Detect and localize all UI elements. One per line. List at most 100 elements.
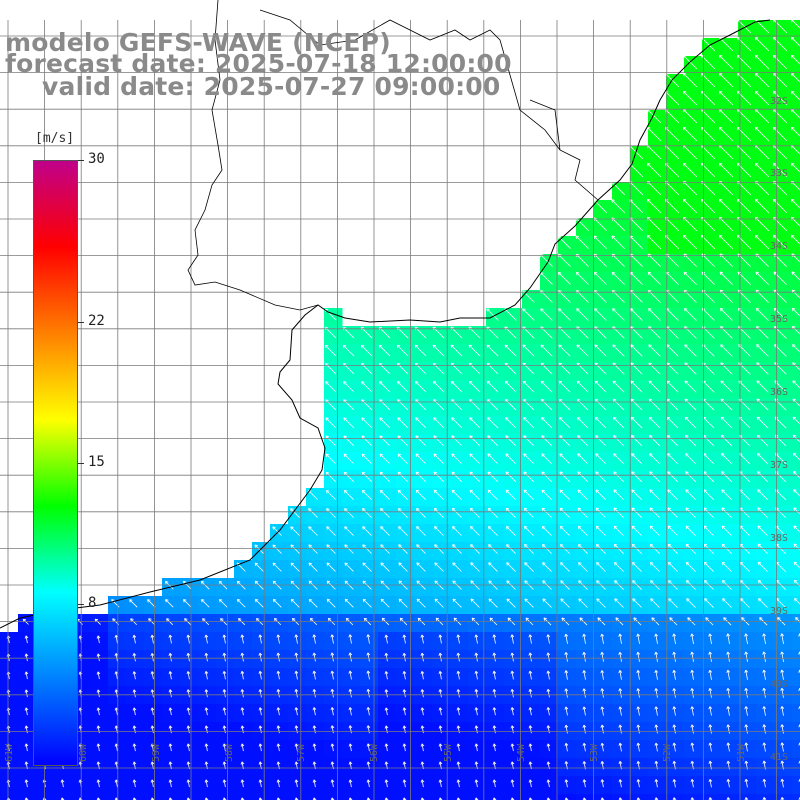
wind-arrow — [330, 634, 335, 644]
wind-arrow — [469, 489, 481, 501]
wind-arrow — [348, 725, 353, 734]
wind-arrow — [204, 725, 209, 734]
wind-arrow — [612, 380, 625, 393]
wind-arrow — [722, 598, 732, 608]
wind-arrow — [577, 525, 588, 536]
wind-arrow — [756, 380, 769, 393]
wind-arrow — [541, 471, 553, 483]
wind-arrow — [708, 742, 713, 752]
wind-cell — [792, 20, 800, 39]
wind-arrow — [415, 489, 426, 500]
wind-arrow — [672, 706, 677, 716]
wind-arrow — [379, 489, 390, 500]
wind-arrow — [564, 724, 569, 734]
wind-arrow — [558, 308, 571, 321]
wind-arrow — [575, 271, 589, 285]
wind-arrow — [451, 507, 462, 518]
wind-arrow — [558, 380, 571, 393]
wind-arrow — [240, 652, 245, 662]
wind-arrow — [492, 743, 497, 752]
wind-arrow — [559, 489, 571, 501]
wind-arrow — [222, 779, 227, 788]
wind-arrow — [510, 670, 515, 680]
wind-arrow — [361, 417, 373, 429]
wind-arrow — [470, 526, 480, 536]
wind-arrow — [24, 707, 29, 716]
wind-arrow — [632, 598, 642, 608]
wind-arrow — [168, 725, 173, 734]
longitude-label: 56W — [369, 743, 380, 762]
latitude-label: 41S — [770, 752, 788, 763]
wind-arrow — [649, 561, 660, 572]
wind-arrow — [595, 489, 607, 501]
wind-cell — [252, 794, 271, 800]
wind-cell — [702, 794, 721, 800]
wind-arrow — [560, 598, 570, 608]
wind-arrow — [631, 525, 643, 537]
wind-arrow — [24, 671, 29, 680]
wind-cell — [792, 290, 800, 309]
wind-arrow — [168, 689, 173, 698]
wind-arrow — [683, 307, 697, 321]
wind-arrow — [577, 453, 589, 465]
wind-arrow — [451, 435, 463, 447]
wind-arrow — [510, 652, 515, 662]
longitude-label: 54W — [516, 743, 527, 762]
wind-arrow — [362, 598, 372, 608]
wind-arrow — [559, 471, 571, 483]
wind-arrow — [258, 689, 263, 698]
wind-arrow — [718, 162, 734, 178]
wind-arrow — [672, 633, 677, 644]
forecast-date: forecast date: 2025-07-18 12:00:00 — [5, 49, 512, 78]
wind-arrow — [721, 489, 733, 501]
wind-arrow — [708, 688, 713, 698]
wind-cell — [792, 146, 800, 165]
wind-arrow — [667, 489, 679, 501]
wind-cell — [792, 686, 800, 705]
wind-arrow — [312, 634, 317, 644]
wind-arrow — [672, 669, 677, 680]
wind-arrow — [222, 634, 227, 644]
wind-cell — [522, 794, 541, 800]
wind-arrow — [438, 689, 443, 698]
wind-arrow — [96, 689, 101, 698]
wind-arrow — [523, 471, 535, 483]
longitude-label: 53W — [589, 743, 600, 762]
wind-cell — [216, 794, 235, 800]
wind-arrow — [361, 489, 372, 500]
wind-arrow — [528, 634, 533, 644]
wind-arrow — [523, 489, 535, 501]
wind-arrow — [721, 561, 732, 572]
wind-arrow — [420, 707, 425, 716]
wind-arrow — [348, 707, 353, 716]
wind-cell — [792, 740, 800, 759]
wind-arrow — [632, 562, 642, 572]
wind-arrow — [756, 434, 769, 447]
wind-arrow — [452, 544, 462, 554]
wind-arrow — [168, 671, 173, 680]
wind-arrow — [487, 489, 499, 501]
wind-arrow — [451, 489, 463, 501]
wind-arrow — [505, 525, 516, 536]
wind-arrow — [380, 526, 390, 536]
wind-arrow — [685, 507, 697, 519]
longitude-label: 60W — [78, 743, 89, 762]
wind-arrow — [308, 562, 318, 572]
wind-arrow — [168, 707, 173, 716]
wind-arrow — [150, 725, 155, 734]
wind-cell — [270, 794, 289, 800]
wind-arrow — [708, 651, 713, 662]
wind-arrow — [654, 669, 659, 680]
wind-arrow — [720, 434, 733, 447]
wind-arrow — [186, 634, 191, 644]
wind-arrow — [542, 598, 552, 608]
wind-cell — [792, 758, 800, 777]
wind-arrow — [790, 72, 800, 83]
wind-arrow — [344, 544, 354, 554]
colorbar-tick-label: 15 — [88, 454, 105, 470]
wind-arrow — [719, 307, 733, 321]
wind-arrow — [366, 670, 371, 680]
longitude-label: 59W — [151, 743, 162, 762]
wind-arrow — [433, 417, 445, 429]
wind-arrow — [201, 599, 210, 608]
